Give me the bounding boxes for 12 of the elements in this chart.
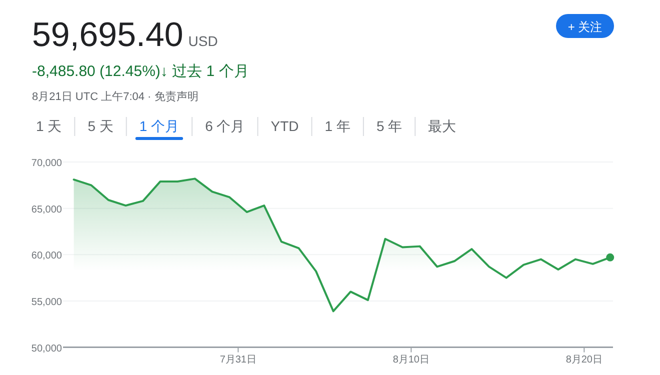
y-tick-label: 70,000 <box>31 158 62 169</box>
chart-title: 59,695.40 <box>32 16 184 54</box>
x-tick-label: 7月31日 <box>220 354 257 366</box>
y-tick-label: 55,000 <box>31 296 62 308</box>
y-tick-label: 60,000 <box>31 250 62 262</box>
header: 59,695.40 USD -8,485.80 (12.45%)↓ 过去 1 个月 8月21日 UTC 上午7:04 · 免责声明 + 关注 1 天 5 天 1 个月 6 个月 YTD 1 年 5 年 最大 <box>32 14 614 140</box>
x-tick-label: 8月10日 <box>392 354 430 366</box>
button: + 关注 <box>556 14 614 38</box>
x-tick-label: 8月20日 <box>566 354 603 366</box>
y-tick-label: 65,000 <box>31 204 62 216</box>
chart-subtitle: -8,485.80 (12.45%)↓ 过去 1 个月 <box>32 63 249 80</box>
y-tick-label: 50,000 <box>31 343 62 354</box>
